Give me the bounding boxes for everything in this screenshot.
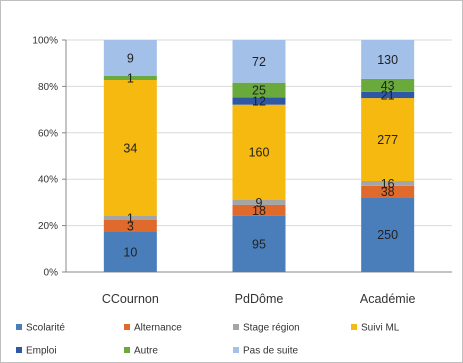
data-label: 9 [127,52,134,66]
bar-segment [361,98,415,181]
data-label: 160 [249,146,270,160]
y-tick-label: 20% [38,221,58,232]
bar-segment [103,216,157,220]
legend-swatch [351,324,357,330]
y-tick-label: 60% [38,128,58,139]
bars [103,40,415,272]
bar-segment [361,197,415,272]
bar-segment [361,180,415,186]
bar-segment [232,199,286,205]
y-tick-label: 0% [44,268,59,279]
legend-swatch [124,347,130,353]
x-category-label: PdDôme [235,292,284,306]
x-axis-categories: CCournon PdDôme Académie [102,292,416,306]
data-label: 1 [127,72,134,86]
bar-segment [103,220,157,232]
bar-segment [232,40,286,83]
bar-segment [361,40,415,79]
legend: Scolarité Alternance Stage région Suivi ML E… [16,323,400,357]
legend-swatch [233,347,239,353]
bar-segment [232,104,286,200]
bar-segment [361,78,415,92]
legend-swatch [124,324,130,330]
bar-segment [232,82,286,98]
data-label: 38 [381,185,395,199]
bar-segment [103,76,157,80]
legend-label: Emploi [26,346,57,357]
bar-segment [361,185,415,198]
data-label: 95 [252,237,266,251]
legend-swatch [16,324,22,330]
data-label: 9 [256,196,263,210]
data-label: 43 [381,79,395,93]
bar-segment [103,40,157,76]
legend-swatch [233,324,239,330]
bar-segment [103,232,157,272]
legend-label: Stage région [243,323,300,334]
legend-swatch [16,347,22,353]
data-label: 18 [252,204,266,218]
legend-label: Alternance [134,323,182,334]
data-label: 12 [252,95,266,109]
y-tick-label: 80% [38,82,58,93]
x-category-label: CCournon [102,292,159,306]
legend-label: Pas de suite [243,346,298,357]
bar-segment [361,91,415,99]
bar-segment [232,204,286,216]
data-label: 3 [127,220,134,234]
legend-label: Suivi ML [361,323,400,334]
data-label: 16 [381,177,395,191]
legend-label: Autre [134,346,158,357]
data-label: 1 [127,212,134,226]
data-label: 250 [377,228,398,242]
y-tick-label: 100% [32,36,58,47]
data-label: 21 [381,88,395,102]
data-label: 130 [377,53,398,67]
legend-label: Scolarité [26,323,65,334]
bar-segment [103,80,157,216]
y-tick-label: 40% [38,175,58,186]
x-category-label: Académie [360,292,416,306]
data-label: 277 [377,133,398,147]
bar-segment [232,215,286,272]
data-label: 25 [252,84,266,98]
data-label: 34 [123,142,137,156]
bar-segment [232,97,286,105]
data-label: 72 [252,55,266,69]
data-label: 10 [123,246,137,260]
